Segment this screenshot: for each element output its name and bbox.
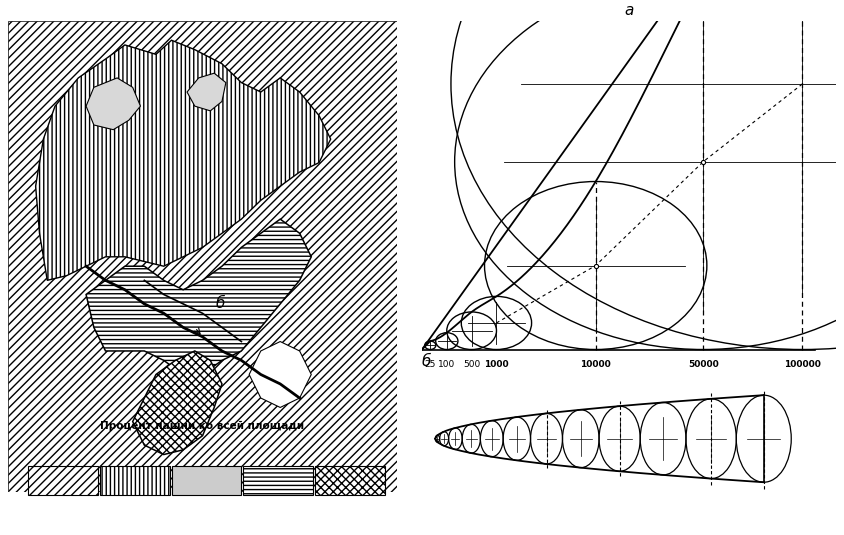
Text: 50000: 50000	[688, 361, 718, 370]
Polygon shape	[133, 351, 222, 455]
Text: б: б	[215, 296, 225, 311]
Polygon shape	[86, 78, 140, 129]
Text: 100000: 100000	[784, 361, 821, 370]
Polygon shape	[249, 341, 311, 408]
Text: а: а	[624, 3, 634, 18]
Polygon shape	[187, 73, 226, 111]
Polygon shape	[35, 40, 331, 280]
Text: 100: 100	[438, 361, 456, 370]
Text: 10000: 10000	[581, 361, 611, 370]
FancyBboxPatch shape	[28, 467, 98, 494]
Polygon shape	[8, 21, 397, 492]
FancyBboxPatch shape	[315, 467, 385, 494]
Text: 25: 25	[425, 361, 436, 370]
Polygon shape	[86, 219, 311, 374]
Text: 1000: 1000	[484, 361, 509, 370]
Text: 500: 500	[463, 361, 480, 370]
Text: Процент пашни ко всей площади: Процент пашни ко всей площади	[100, 421, 305, 431]
FancyBboxPatch shape	[243, 467, 313, 494]
Text: б: б	[422, 354, 431, 369]
FancyBboxPatch shape	[100, 467, 170, 494]
FancyBboxPatch shape	[171, 467, 241, 494]
